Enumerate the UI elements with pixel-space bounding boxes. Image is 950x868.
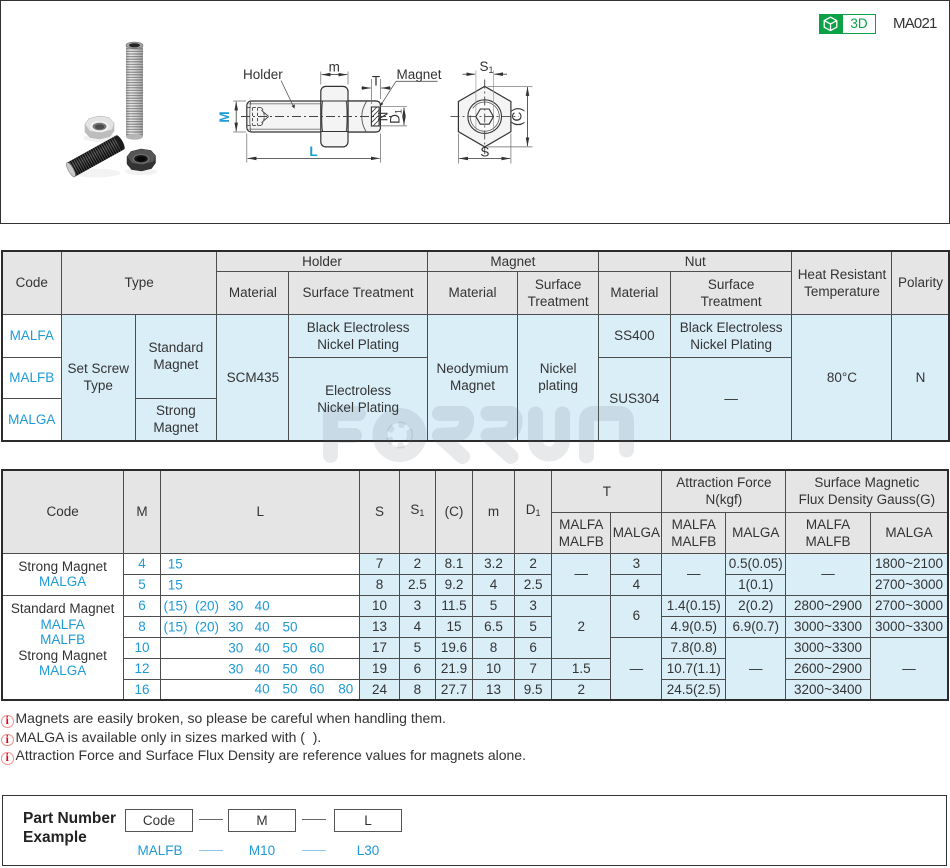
svg-text:Magnet: Magnet	[397, 67, 442, 82]
svg-text:L: L	[309, 144, 317, 159]
svg-text:D1: D1	[388, 109, 404, 124]
svg-text:T: T	[372, 74, 380, 89]
svg-text:Holder: Holder	[243, 67, 283, 82]
svg-text:N: N	[376, 112, 391, 122]
svg-text:M: M	[217, 111, 232, 122]
svg-text:m: m	[329, 60, 340, 75]
svg-text:S1: S1	[480, 59, 494, 75]
svg-text:(C): (C)	[510, 107, 525, 126]
svg-text:S: S	[480, 145, 489, 160]
